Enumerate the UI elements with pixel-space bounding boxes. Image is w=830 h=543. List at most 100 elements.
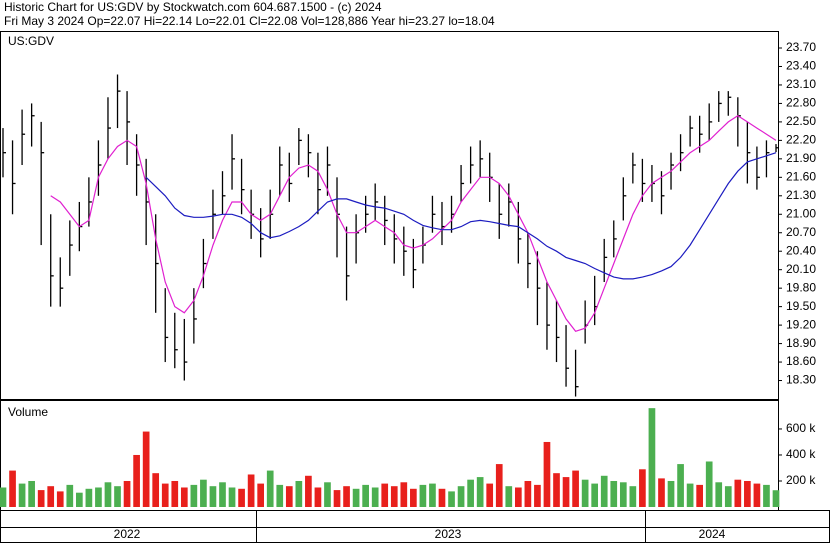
- volume-bar: [295, 480, 303, 507]
- y-tick-label: 22.80: [786, 96, 816, 110]
- volume-bar: [667, 480, 675, 507]
- y-tick-label: 23.70: [786, 40, 816, 54]
- volume-bar: [505, 486, 513, 507]
- volume-bar: [152, 473, 160, 507]
- y-tick-label: 19.50: [786, 299, 816, 313]
- moving-average: [145, 152, 777, 280]
- volume-bar: [104, 482, 112, 507]
- volume-bar: [572, 470, 579, 507]
- volume-bar: [772, 490, 780, 507]
- y-tick-label: 21.00: [786, 206, 816, 220]
- volume-bar: [581, 479, 589, 507]
- volume-bar: [448, 491, 455, 507]
- volume-bar: [410, 488, 417, 507]
- volume-bar: [190, 484, 198, 507]
- volume-bar: [333, 490, 341, 507]
- volume-bar: [314, 487, 322, 507]
- chart-title: Historic Chart for US:GDV by Stockwatch.…: [4, 0, 382, 14]
- volume-bar: [9, 470, 16, 507]
- volume-bar: [18, 483, 26, 507]
- volume-bar: [562, 477, 570, 507]
- volume-bar: [219, 482, 226, 507]
- volume-bar: [686, 483, 694, 507]
- volume-bar: [276, 484, 284, 507]
- volume-bar: [324, 482, 331, 507]
- y-tick-label: 18.60: [786, 354, 816, 368]
- y-tick-label: 400 k: [786, 447, 816, 461]
- volume-bar: [266, 470, 274, 507]
- volume-bar: [390, 486, 398, 507]
- volume-bar: [180, 487, 188, 507]
- x-tick-label: 2024: [699, 527, 726, 541]
- y-tick-label: 22.50: [786, 114, 816, 128]
- volume-bar: [734, 479, 742, 507]
- y-tick-label: 200 k: [786, 473, 816, 487]
- volume-bar: [209, 486, 217, 507]
- volume-bar: [305, 475, 312, 507]
- volume-bar: [429, 483, 436, 507]
- volume-bar: [37, 490, 45, 507]
- volume-bar: [534, 484, 541, 507]
- volume-bar: [343, 486, 350, 507]
- price-panel: [0, 31, 779, 400]
- volume-bar: [457, 486, 465, 507]
- moving-average: [50, 114, 777, 333]
- volume-bar: [0, 487, 7, 507]
- y-tick-label: 22.20: [786, 133, 816, 147]
- y-tick-label: 20.40: [786, 243, 816, 257]
- volume-bar: [95, 487, 102, 507]
- y-tick-label: 18.30: [786, 373, 816, 387]
- volume-bar: [238, 488, 245, 507]
- volume-bar: [600, 475, 608, 507]
- volume-bar: [476, 477, 484, 507]
- volume-bar: [114, 486, 121, 507]
- volume-bar: [76, 492, 83, 507]
- volume-bar: [228, 487, 236, 507]
- chart-subtitle: Fri May 3 2024 Op=22.07 Hi=22.14 Lo=22.0…: [4, 14, 495, 28]
- volume-bar: [285, 486, 293, 507]
- volume-bar: [419, 484, 427, 507]
- volume-bar: [133, 454, 140, 507]
- volume-bar: [381, 483, 389, 507]
- volume-bar: [591, 483, 599, 507]
- volume-bar: [619, 482, 627, 507]
- volume-bar: [696, 484, 703, 507]
- y-tick-label: 600 k: [786, 421, 816, 435]
- volume-bar: [123, 480, 131, 507]
- volume-bar: [28, 480, 35, 507]
- volume-bar: [200, 479, 207, 507]
- y-tick-label: 21.90: [786, 151, 816, 165]
- volume-label: Volume: [8, 405, 48, 419]
- volume-bar: [467, 479, 474, 507]
- volume-bar: [753, 483, 761, 507]
- volume-bar: [142, 431, 150, 507]
- y-tick-label: 21.60: [786, 169, 816, 183]
- volume-bar: [495, 464, 503, 507]
- volume-bar: [524, 480, 532, 507]
- y-tick-label: 20.10: [786, 262, 816, 276]
- volume-bar: [724, 486, 732, 507]
- volume-bar: [161, 483, 169, 507]
- volume-bar: [352, 488, 360, 507]
- volume-bar: [247, 474, 255, 507]
- volume-bar: [639, 469, 646, 507]
- symbol-label: US:GDV: [8, 34, 54, 48]
- volume-bar: [514, 487, 522, 507]
- y-tick-label: 23.10: [786, 77, 816, 91]
- volume-bar: [438, 488, 446, 507]
- volume-bar: [648, 408, 656, 507]
- y-tick-label: 18.90: [786, 336, 816, 350]
- x-tick-label: 2023: [435, 527, 462, 541]
- y-tick-label: 23.40: [786, 59, 816, 73]
- volume-bar: [66, 484, 74, 507]
- volume-bar: [85, 488, 93, 507]
- volume-bar: [362, 484, 369, 507]
- volume-bar: [47, 486, 55, 507]
- volume-bar: [543, 441, 551, 507]
- y-tick-label: 19.20: [786, 317, 816, 331]
- y-tick-label: 19.80: [786, 280, 816, 294]
- volume-bar: [56, 491, 64, 507]
- y-tick-label: 20.70: [786, 225, 816, 239]
- y-tick-label: 21.30: [786, 188, 816, 202]
